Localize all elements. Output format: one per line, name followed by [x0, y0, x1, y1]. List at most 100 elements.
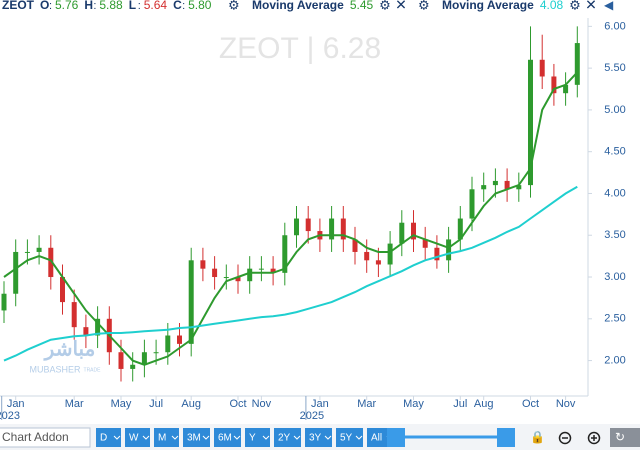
range-label: All — [371, 433, 382, 444]
gear-icon[interactable]: ⚙ — [228, 0, 240, 12]
x-tick-label: Jul — [453, 398, 467, 410]
zoom-in[interactable] — [587, 431, 601, 445]
x-tick-label: Oct — [229, 398, 246, 410]
quote-value: 5.80 — [188, 0, 212, 12]
range-label: M — [158, 433, 166, 444]
quote-value: 5.88 — [99, 0, 123, 12]
reset-icon: ↻ — [615, 430, 625, 444]
legend-name: Moving Average — [252, 0, 344, 12]
range-button[interactable] — [305, 428, 332, 447]
dropdown-arrow — [202, 435, 210, 440]
range-button[interactable] — [125, 428, 150, 447]
watermark: ZEOT | 6.28 — [219, 32, 381, 65]
dropdown-arrow — [262, 435, 270, 440]
symbol: ZEOT — [2, 0, 35, 12]
candle-body — [434, 247, 440, 261]
candle-body — [141, 352, 147, 365]
addon-label: Chart Addon — [2, 430, 69, 444]
gear-icon[interactable]: ⚙ — [569, 0, 581, 12]
close-icon[interactable]: ✕ — [395, 0, 407, 13]
candle-body — [165, 335, 171, 353]
candle-body — [83, 327, 89, 336]
y-tick-label: 3.00 — [604, 271, 625, 283]
logo: مباشر MUBASHER TRADE — [29, 338, 101, 374]
candle-body — [177, 335, 182, 344]
range-button[interactable] — [96, 428, 121, 447]
candle-body — [422, 239, 428, 248]
x-tick-label: May — [111, 398, 132, 410]
candle-body — [247, 268, 253, 282]
candle-body — [223, 277, 229, 279]
reset-button[interactable] — [610, 428, 640, 447]
range-button[interactable] — [214, 428, 241, 447]
legend-name: Moving Average — [442, 0, 534, 12]
candle-body — [364, 251, 370, 261]
legend-value: 4.08 — [540, 0, 564, 12]
x-tick-label: Jul — [149, 398, 163, 410]
range-label: 2Y — [278, 433, 291, 444]
candle-body — [305, 218, 311, 232]
quote-colon: : — [49, 0, 52, 12]
gear-icon[interactable]: ⚙ — [379, 0, 391, 12]
candle-body — [200, 260, 206, 269]
y-tick-label: 3.50 — [604, 229, 625, 241]
zoom-out[interactable] — [558, 431, 572, 445]
candle-body — [329, 218, 335, 240]
candle-body — [446, 239, 452, 261]
candle-body — [481, 185, 487, 190]
candle-body — [258, 268, 264, 270]
y-tick-label: 4.00 — [604, 187, 625, 199]
candle-body — [71, 302, 77, 328]
range-button[interactable] — [245, 428, 270, 447]
dropdown-arrow — [142, 435, 150, 440]
range-label: 3M — [187, 433, 201, 444]
range-label: Y — [249, 433, 256, 444]
lock-icon[interactable]: 🔒 — [530, 430, 545, 444]
dropdown-arrow — [171, 435, 179, 440]
quote-label: L — [129, 0, 136, 12]
candle-body — [294, 218, 299, 236]
dropdown-arrow — [293, 435, 301, 440]
x-tick-label: Mar — [357, 398, 376, 410]
candle-body — [563, 84, 569, 94]
candle-body — [118, 352, 124, 369]
slider-right[interactable] — [497, 428, 515, 447]
addon-select[interactable] — [0, 427, 91, 448]
candle-body — [539, 59, 545, 77]
collapse-icon[interactable]: ◀ — [604, 0, 614, 12]
candle-body — [551, 76, 557, 94]
candle-body — [60, 277, 65, 303]
y-tick-label: 5.00 — [604, 104, 625, 116]
candle-body — [469, 189, 475, 219]
dropdown-arrow — [233, 435, 241, 440]
y-tick-label: 2.00 — [604, 354, 625, 366]
range-button[interactable] — [183, 428, 210, 447]
candle-body — [95, 318, 101, 336]
candle-body — [13, 251, 19, 294]
zoom-in-plus — [591, 435, 597, 441]
candle-body — [457, 218, 463, 240]
x-tick-label: Mar — [65, 398, 84, 410]
x-tick-label: Oct — [522, 398, 539, 410]
candle-body — [411, 222, 416, 240]
candle-body — [188, 260, 194, 344]
quote-value: 5.64 — [144, 0, 168, 12]
range-button[interactable] — [274, 428, 301, 447]
candle-body — [574, 43, 580, 85]
candle-body — [528, 59, 533, 186]
dropdown-arrow — [355, 435, 363, 440]
quote-label: O — [40, 0, 49, 12]
y-tick-label: 2.50 — [604, 313, 625, 325]
logo-en: MUBASHER — [29, 364, 81, 374]
dropdown-arrow — [113, 435, 121, 440]
range-button[interactable] — [154, 428, 179, 447]
range-button[interactable] — [336, 428, 363, 447]
candle-body — [130, 364, 136, 369]
slider-left[interactable] — [387, 428, 405, 447]
candle-body — [352, 239, 358, 252]
close-icon[interactable]: ✕ — [585, 0, 597, 13]
candle-body — [235, 277, 241, 282]
range-label: 6M — [218, 433, 232, 444]
gear-icon[interactable]: ⚙ — [418, 0, 430, 12]
range-label: 5Y — [340, 433, 353, 444]
